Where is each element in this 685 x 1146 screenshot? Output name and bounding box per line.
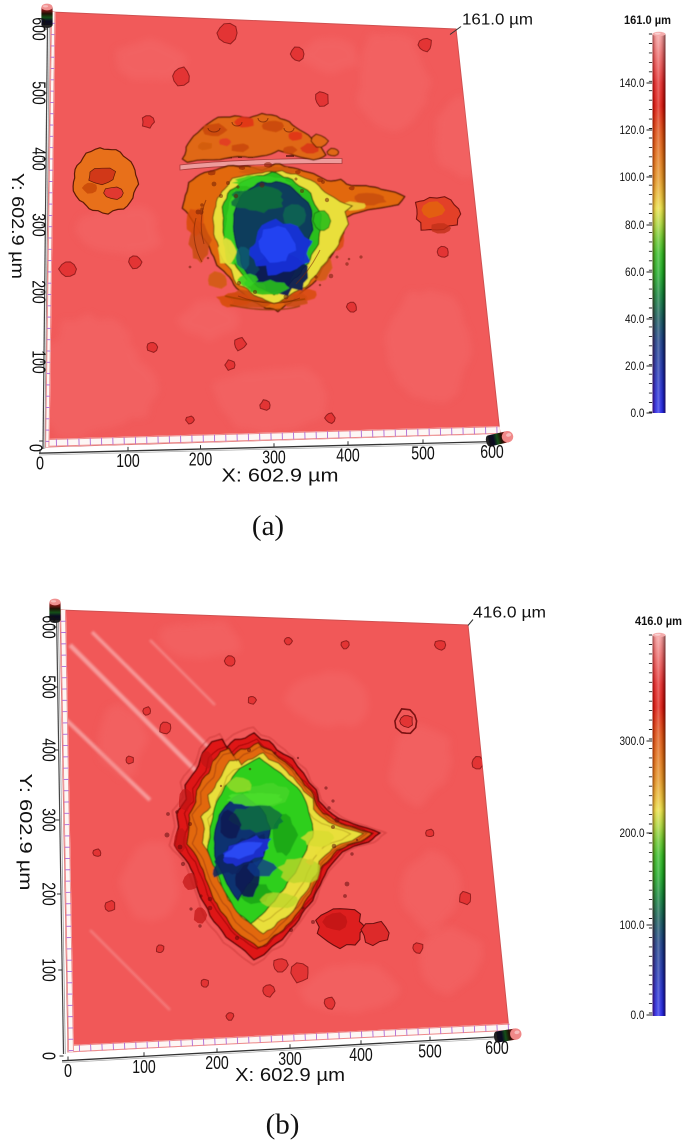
svg-text:100: 100 xyxy=(116,451,140,471)
svg-text:40.0: 40.0 xyxy=(625,312,645,326)
svg-text:(a): (a) xyxy=(252,510,284,542)
svg-text:500: 500 xyxy=(29,81,49,105)
svg-text:140.0: 140.0 xyxy=(620,76,645,90)
svg-text:100.0: 100.0 xyxy=(620,170,645,184)
svg-text:500: 500 xyxy=(39,675,59,699)
svg-text:0: 0 xyxy=(36,453,44,473)
svg-text:20.0: 20.0 xyxy=(625,359,645,373)
svg-text:(b): (b) xyxy=(266,1109,300,1141)
svg-text:300: 300 xyxy=(278,1049,302,1069)
svg-text:0: 0 xyxy=(64,1061,72,1081)
svg-text:400: 400 xyxy=(29,147,49,171)
svg-text:0: 0 xyxy=(26,444,46,452)
svg-text:X: 602.9 µm: X: 602.9 µm xyxy=(235,1065,345,1085)
svg-text:416.0 µm: 416.0 µm xyxy=(635,614,682,628)
svg-text:500: 500 xyxy=(418,1042,442,1062)
svg-text:161.0 µm: 161.0 µm xyxy=(624,13,671,27)
svg-text:200.0: 200.0 xyxy=(620,826,645,840)
svg-text:600: 600 xyxy=(480,442,504,462)
svg-text:416.0 µm: 416.0 µm xyxy=(473,605,546,622)
svg-text:100.0: 100.0 xyxy=(620,918,645,932)
svg-text:X: 602.9 µm: X: 602.9 µm xyxy=(222,466,339,486)
svg-text:100: 100 xyxy=(29,350,49,374)
svg-text:300: 300 xyxy=(29,213,49,237)
svg-text:400: 400 xyxy=(336,446,360,466)
svg-text:200: 200 xyxy=(29,280,49,304)
svg-text:600: 600 xyxy=(39,615,59,639)
svg-text:200: 200 xyxy=(189,449,213,469)
svg-text:0.0: 0.0 xyxy=(631,406,645,420)
svg-text:60.0: 60.0 xyxy=(625,265,645,279)
svg-text:100: 100 xyxy=(132,1057,156,1077)
svg-text:600: 600 xyxy=(485,1038,509,1058)
svg-text:200: 200 xyxy=(205,1053,229,1073)
svg-text:120.0: 120.0 xyxy=(620,123,645,137)
svg-text:80.0: 80.0 xyxy=(625,218,645,232)
svg-text:300: 300 xyxy=(262,447,286,467)
svg-text:200: 200 xyxy=(39,882,59,906)
svg-text:100: 100 xyxy=(39,958,59,982)
svg-text:Y: 602.9 µm: Y: 602.9 µm xyxy=(8,173,28,279)
svg-text:600: 600 xyxy=(29,17,49,41)
svg-text:0: 0 xyxy=(39,1052,59,1060)
svg-text:161.0 µm: 161.0 µm xyxy=(462,12,533,29)
svg-text:0.0: 0.0 xyxy=(631,1008,645,1022)
svg-text:300.0: 300.0 xyxy=(620,734,645,748)
svg-text:400: 400 xyxy=(349,1045,373,1065)
svg-text:Y: 602.9 µm: Y: 602.9 µm xyxy=(16,774,36,891)
svg-text:400: 400 xyxy=(39,738,59,762)
svg-text:500: 500 xyxy=(411,444,435,464)
svg-text:300: 300 xyxy=(39,808,59,832)
